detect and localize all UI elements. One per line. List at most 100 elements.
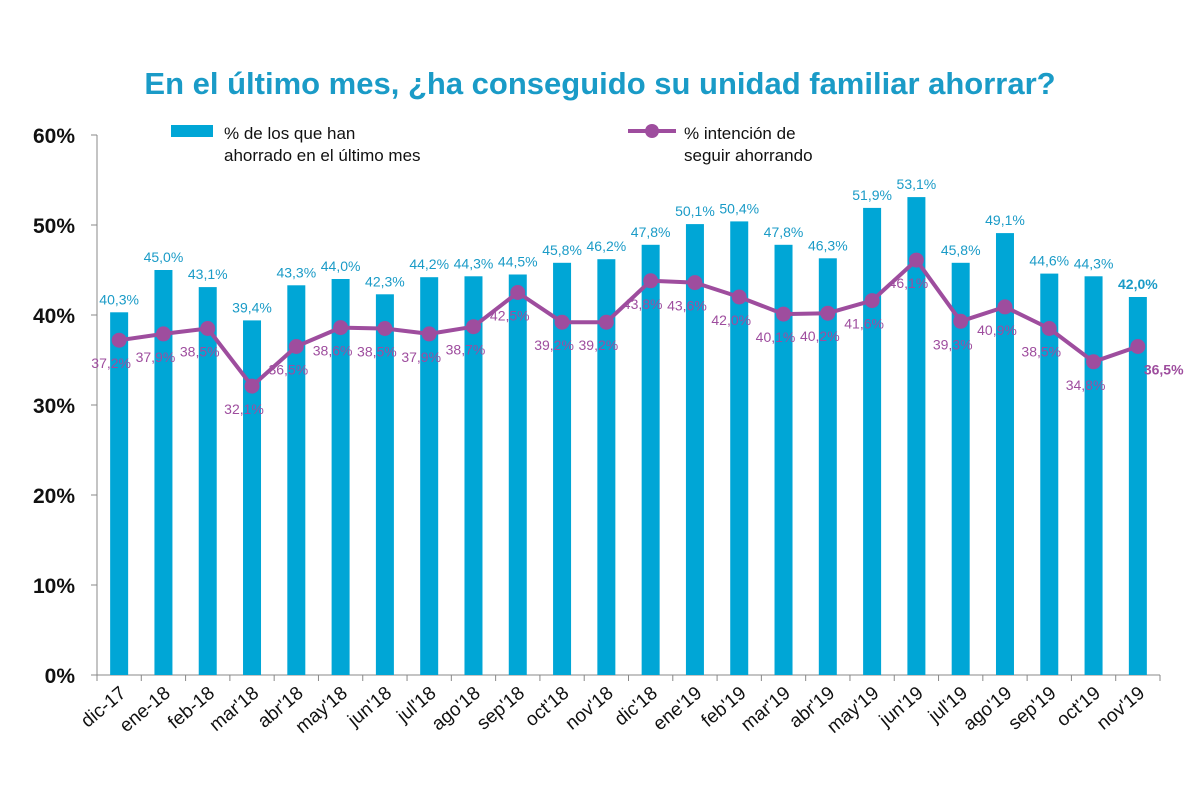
y-tick-label: 50% <box>33 215 75 238</box>
line-data-label: 40,2% <box>800 328 840 344</box>
legend-swatch-marker <box>645 124 659 138</box>
bar <box>1128 297 1147 675</box>
line-data-label: 41,6% <box>844 316 884 332</box>
line-point <box>908 252 924 268</box>
bar <box>287 285 306 675</box>
line-point <box>200 321 216 336</box>
x-tick-label: ene'19 <box>649 683 706 735</box>
bar-data-label: 47,8% <box>631 224 671 240</box>
line-data-label: 36,5% <box>268 362 308 378</box>
bar <box>907 197 926 675</box>
line-data-label: 38,5% <box>180 344 220 360</box>
line-data-label: 38,5% <box>1021 344 1061 360</box>
line-point <box>333 320 349 336</box>
line-data-label: 42,0% <box>711 312 751 328</box>
bar <box>110 312 129 675</box>
line-point <box>111 332 127 348</box>
line-data-label: 39,2% <box>534 337 574 353</box>
bar-data-label: 44,6% <box>1029 253 1069 269</box>
bar-data-label: 44,3% <box>454 255 494 271</box>
line-data-label: 39,3% <box>933 336 973 352</box>
bar <box>1084 276 1103 675</box>
x-tick-label: nov'18 <box>562 683 618 735</box>
line-point <box>776 306 792 322</box>
bar <box>154 270 173 675</box>
legend-swatch-bar <box>171 125 213 137</box>
line-point <box>687 275 703 291</box>
bar-data-label: 44,2% <box>409 256 449 272</box>
bar <box>331 279 350 675</box>
legend-label-line: % intención de <box>684 124 796 143</box>
bar-data-label: 45,8% <box>542 242 582 258</box>
line-data-label: 34,8% <box>1066 377 1106 393</box>
bar <box>375 294 394 675</box>
line-data-label: 37,9% <box>136 349 176 365</box>
line-point <box>598 314 614 330</box>
bar-data-label: 43,1% <box>188 266 228 282</box>
legend-label-bar: % de los que han <box>224 124 355 143</box>
line-point <box>820 305 836 321</box>
x-tick-label: ene-18 <box>116 683 175 737</box>
line-point <box>244 378 260 394</box>
bar <box>641 244 660 676</box>
line-point <box>510 285 526 300</box>
bar-data-label: 46,3% <box>808 237 848 253</box>
bar <box>508 274 527 675</box>
bar-data-label: 44,3% <box>1074 255 1114 271</box>
line-data-label: 37,9% <box>401 349 441 365</box>
legend-label-bar: ahorrado en el último mes <box>224 146 421 165</box>
bar-data-label: 45,0% <box>144 249 184 265</box>
line-point <box>377 321 393 336</box>
legend-label-line: seguir ahorrando <box>684 146 813 165</box>
line-data-label: 46,1% <box>889 275 929 291</box>
bar <box>685 224 704 675</box>
line-point <box>997 299 1013 315</box>
line-data-label: 42,5% <box>490 308 530 324</box>
bar <box>597 259 616 675</box>
bar-data-label: 44,0% <box>321 258 361 274</box>
x-tick-label: mar'18 <box>206 683 264 736</box>
bar <box>818 258 837 675</box>
line-point <box>1130 339 1146 354</box>
chart-title: En el último mes, ¿ha conseguido su unid… <box>144 66 1056 101</box>
line-data-label: 36,5% <box>1144 362 1184 378</box>
line-data-label: 40,1% <box>756 329 796 345</box>
y-tick-label: 60% <box>33 125 75 148</box>
bar <box>995 233 1014 675</box>
line-data-label: 39,2% <box>579 337 619 353</box>
line-data-label: 38,6% <box>313 343 353 359</box>
x-tick-label: jun'18 <box>343 683 396 732</box>
bar <box>464 276 483 675</box>
line-point <box>864 293 880 309</box>
bar <box>1040 273 1059 675</box>
line-point <box>288 339 304 354</box>
bar-data-label: 45,8% <box>941 242 981 258</box>
bar <box>774 244 793 676</box>
line-point <box>554 314 570 330</box>
y-tick-label: 20% <box>33 485 75 508</box>
x-tick-label: sep'19 <box>1005 683 1061 735</box>
line-data-label: 32,1% <box>224 401 264 417</box>
x-tick-label: nov'19 <box>1093 683 1149 735</box>
bar <box>243 320 262 675</box>
bar <box>420 277 439 675</box>
line-data-label: 40,9% <box>977 322 1017 338</box>
bar-data-label: 44,5% <box>498 254 538 270</box>
bar-data-label: 53,1% <box>897 176 937 192</box>
series-line-intencion <box>118 258 1139 389</box>
line-point <box>465 319 481 335</box>
bar-data-label: 49,1% <box>985 212 1025 228</box>
line-point <box>731 289 747 305</box>
line-point <box>643 273 659 289</box>
bar <box>730 221 749 675</box>
x-tick-label: mar'19 <box>737 683 795 736</box>
bar-data-label: 51,9% <box>852 187 892 203</box>
bar-data-label: 39,4% <box>232 299 272 315</box>
line-data-label: 38,7% <box>446 342 486 358</box>
bar-data-label: 47,8% <box>764 224 804 240</box>
x-tick-label: ago'19 <box>959 683 1016 735</box>
line-point <box>1086 354 1102 370</box>
bar-data-label: 43,3% <box>276 264 316 280</box>
bar <box>198 287 217 675</box>
